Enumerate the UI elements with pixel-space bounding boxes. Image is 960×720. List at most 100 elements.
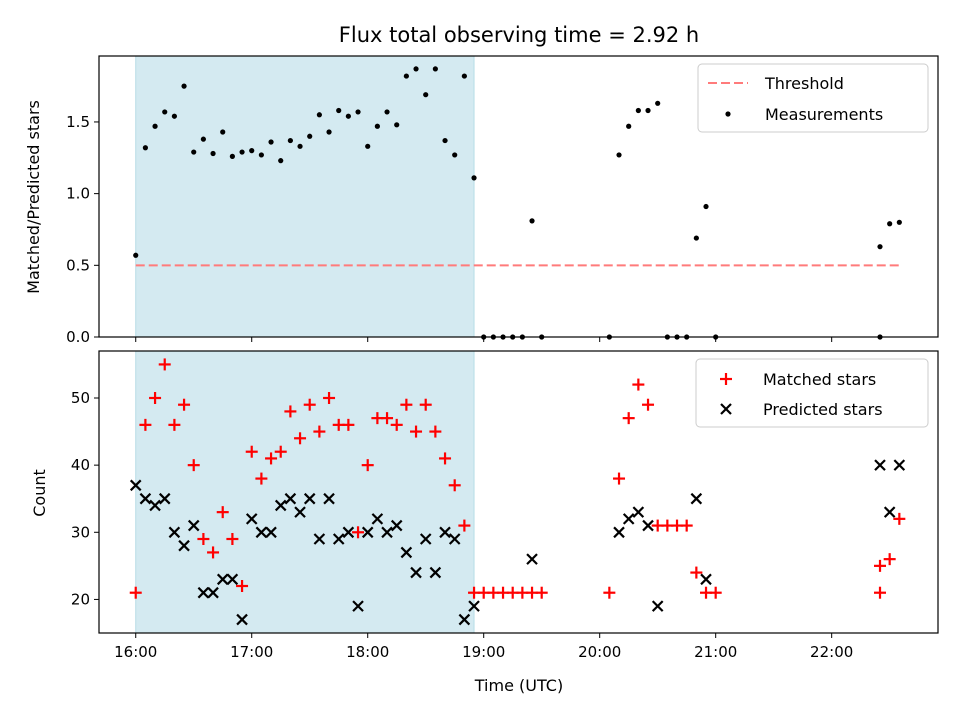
predicted-stars-point [245,513,258,525]
count-plot-frame [98,350,939,634]
matched-stars-point [149,392,162,404]
count-points [129,358,906,626]
predicted-stars-point [361,526,374,539]
predicted-stars-point [448,533,461,545]
matched-stars-point [439,452,452,465]
predicted-stars-point [313,533,326,545]
measurements-point [297,143,303,149]
matched-stars-point [313,425,326,438]
measurements-point [365,143,371,149]
matched-stars-point [129,586,142,599]
matched-stars-point [187,459,200,472]
measurements-point [181,83,187,89]
predicted-stars-point [352,600,364,612]
ratio-legend: Threshold Measurements [697,63,929,133]
predicted-stars-point [207,586,219,599]
matched-stars-point [709,586,722,599]
matched-stars-point [448,479,461,492]
predicted-stars-point [158,492,171,505]
measurements-point [452,152,458,158]
predicted-stars-point [342,526,355,539]
predicted-stars-point [371,513,384,525]
measurements-point [326,129,332,135]
predicted-stars-point [893,459,906,471]
measurements-point [191,149,197,155]
measurements-point [693,235,699,241]
ratio-y-axis-label: Matched/Predicted stars [24,100,43,294]
predicted-stars-point [651,600,664,612]
ratio-y-tick-label: 1.5 [66,113,90,131]
matched-stars-point [361,459,374,472]
measurements-point [210,150,216,157]
predicted-legend-label: Predicted stars [763,400,883,419]
predicted-stars-point [400,546,413,559]
matched-stars-point [255,472,268,485]
matched-stars-point [207,546,220,559]
matched-stars-point [410,425,423,438]
ratio-x-ticks [135,337,833,342]
measurements-point [374,123,380,129]
matched-stars-point [642,398,655,411]
predicted-stars-point [439,526,451,539]
matched-stars-point [622,412,635,425]
matched-stars-point [680,519,693,532]
measurements-point [432,66,438,72]
predicted-stars-point [468,600,480,612]
matched-stars-point [429,425,442,438]
ratio-y-tick-label: 0.0 [66,328,90,346]
x-axis-label: Time (UTC) [474,676,563,695]
matched-stars-point [139,418,152,431]
measurements-legend-swatch [725,111,731,117]
matched-stars-point [294,432,307,445]
measurements-point [162,109,168,115]
predicted-stars-point [622,513,635,525]
predicted-stars-point [642,519,654,532]
matched-stars-point [158,358,171,371]
measurements-point [278,158,284,164]
count-y-tick-label: 20 [71,590,90,608]
chart-title: Flux total observing time = 2.92 h [339,23,699,47]
matched-stars-point [883,553,896,566]
predicted-stars-point [255,526,268,539]
measurement-points [133,66,902,340]
predicted-stars-point [874,459,886,471]
count-x-ticks: 16:00 17:00 18:00 19:00 20:00 21:00 22:00 [114,633,853,661]
matched-stars-point [236,580,249,592]
predicted-stars-point [226,573,239,586]
predicted-stars-point [139,492,152,505]
matched-stars-point [178,398,191,411]
measurements-point [413,66,419,72]
matched-stars-point [323,392,336,404]
matched-stars-point [603,586,616,599]
predicted-stars-point [410,566,422,579]
count-panel: 20 30 40 50 16:00 17:00 18:00 19:00 20:00 21:00 2… [30,350,939,695]
matched-stars-point [342,418,355,431]
count-legend-box [695,358,929,428]
measurements-point [423,92,429,98]
x-tick-label: 20:00 [578,643,621,661]
count-shaded-interval [135,350,475,634]
measurements-point [394,122,400,128]
matched-stars-point [535,586,548,599]
predicted-stars-point [700,573,712,586]
measurements-point [229,153,235,159]
count-y-tick-label: 30 [71,523,90,541]
measurements-point [142,145,148,151]
measurements-point [345,113,351,119]
x-tick-label: 21:00 [694,643,737,661]
predicted-stars-point [168,526,181,539]
measurements-point [171,113,177,119]
predicted-stars-point [429,566,442,579]
ratio-shaded-interval [135,55,475,338]
predicted-stars-point [526,553,538,565]
measurements-point [442,137,448,144]
matched-stars-point [284,405,297,418]
matched-stars-point [390,418,403,431]
count-y-axis-label: Count [30,469,49,517]
measurements-point [896,219,902,225]
matched-stars-point [216,506,229,519]
predicted-stars-point [216,573,229,586]
measurements-point [403,73,409,79]
matched-stars-point [613,472,626,485]
